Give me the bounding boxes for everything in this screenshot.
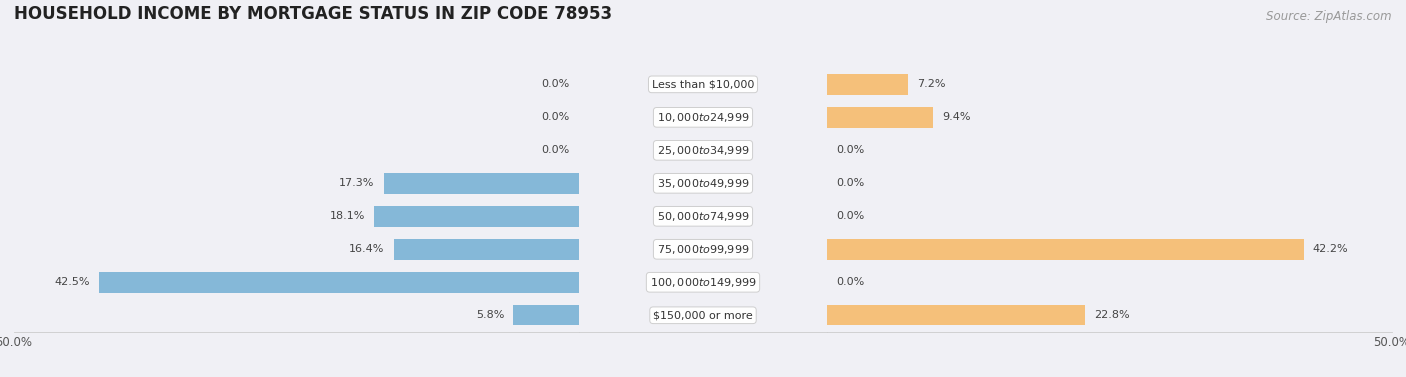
Bar <box>0 101 579 134</box>
Text: $100,000 to $149,999: $100,000 to $149,999 <box>650 276 756 289</box>
Text: 5.8%: 5.8% <box>477 310 505 320</box>
Text: HOUSEHOLD INCOME BY MORTGAGE STATUS IN ZIP CODE 78953: HOUSEHOLD INCOME BY MORTGAGE STATUS IN Z… <box>14 5 612 23</box>
Text: 7.2%: 7.2% <box>917 79 946 89</box>
Bar <box>0 68 827 101</box>
Bar <box>0 299 579 332</box>
Text: 9.4%: 9.4% <box>942 112 970 123</box>
Bar <box>827 107 934 127</box>
Bar <box>579 167 1406 200</box>
Bar <box>374 206 579 227</box>
Text: 42.2%: 42.2% <box>1313 244 1348 254</box>
Text: 17.3%: 17.3% <box>339 178 374 188</box>
Text: $75,000 to $99,999: $75,000 to $99,999 <box>657 243 749 256</box>
Bar <box>513 305 579 325</box>
Text: 0.0%: 0.0% <box>541 145 569 155</box>
Bar <box>579 200 1406 233</box>
Text: 16.4%: 16.4% <box>349 244 385 254</box>
Bar <box>579 68 1406 101</box>
Text: $35,000 to $49,999: $35,000 to $49,999 <box>657 177 749 190</box>
Bar <box>0 134 827 167</box>
Bar <box>0 167 827 200</box>
Text: 0.0%: 0.0% <box>541 79 569 89</box>
Text: $50,000 to $74,999: $50,000 to $74,999 <box>657 210 749 223</box>
Bar <box>579 233 1406 266</box>
Bar <box>98 272 579 293</box>
Text: $150,000 or more: $150,000 or more <box>654 310 752 320</box>
Bar <box>0 266 827 299</box>
Text: $25,000 to $34,999: $25,000 to $34,999 <box>657 144 749 157</box>
Text: Less than $10,000: Less than $10,000 <box>652 79 754 89</box>
Bar <box>827 74 908 95</box>
Bar <box>579 134 1406 167</box>
Bar <box>0 233 827 266</box>
Text: 0.0%: 0.0% <box>837 145 865 155</box>
Text: 0.0%: 0.0% <box>541 112 569 123</box>
Text: 0.0%: 0.0% <box>837 277 865 287</box>
Text: 42.5%: 42.5% <box>55 277 90 287</box>
Bar <box>579 299 1406 332</box>
Bar <box>394 239 579 259</box>
Bar <box>827 239 1303 259</box>
Bar <box>0 134 579 167</box>
Text: 22.8%: 22.8% <box>1094 310 1129 320</box>
Text: 0.0%: 0.0% <box>837 178 865 188</box>
Bar <box>384 173 579 193</box>
Bar <box>0 233 579 266</box>
Bar <box>0 167 579 200</box>
Bar <box>579 101 1406 134</box>
Bar <box>0 68 579 101</box>
Bar <box>0 200 579 233</box>
Text: Source: ZipAtlas.com: Source: ZipAtlas.com <box>1267 10 1392 23</box>
Bar <box>827 305 1084 325</box>
Text: 18.1%: 18.1% <box>330 211 366 221</box>
Text: $10,000 to $24,999: $10,000 to $24,999 <box>657 111 749 124</box>
Bar <box>0 200 827 233</box>
Bar <box>579 266 1406 299</box>
Text: 0.0%: 0.0% <box>837 211 865 221</box>
Bar <box>0 101 827 134</box>
Bar <box>0 266 579 299</box>
Bar <box>0 299 827 332</box>
